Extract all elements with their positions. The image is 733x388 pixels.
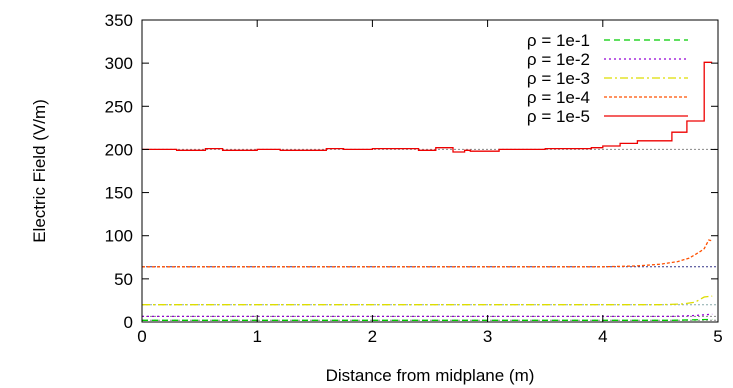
- x-tick-label: 3: [483, 327, 492, 346]
- reference-lines: [142, 148, 718, 321]
- y-tick-label: 50: [114, 270, 133, 289]
- y-tick-label: 200: [105, 140, 133, 159]
- y-tick-label: 100: [105, 227, 133, 246]
- y-tick-label: 150: [105, 184, 133, 203]
- x-tick-label: 4: [598, 327, 607, 346]
- series-line-5: [142, 61, 713, 153]
- legend-label-2: ρ = 1e-2: [527, 50, 590, 69]
- x-tick-label: 5: [713, 327, 722, 346]
- legend: ρ = 1e-1ρ = 1e-2ρ = 1e-3ρ = 1e-4ρ = 1e-5: [527, 31, 688, 126]
- series-line-3: [142, 295, 713, 306]
- y-tick-label: 250: [105, 97, 133, 116]
- x-tick-label: 1: [252, 327, 261, 346]
- series-line-1: [142, 318, 713, 321]
- legend-label-1: ρ = 1e-1: [527, 31, 590, 50]
- series-lines: [142, 61, 713, 321]
- x-tick-label: 2: [368, 327, 377, 346]
- legend-label-5: ρ = 1e-5: [527, 107, 590, 126]
- plot-frame: [141, 19, 719, 323]
- series-line-4: [142, 239, 713, 268]
- y-axis-label: Electric Field (V/m): [30, 99, 49, 243]
- legend-label-4: ρ = 1e-4: [527, 88, 590, 107]
- y-tick-label: 350: [105, 11, 133, 30]
- x-axis-label: Distance from midplane (m): [326, 366, 535, 385]
- legend-label-3: ρ = 1e-3: [527, 69, 590, 88]
- x-tick-label: 0: [137, 327, 146, 346]
- series-line-2: [142, 313, 713, 318]
- y-tick-label: 0: [124, 313, 133, 332]
- y-tick-label: 300: [105, 54, 133, 73]
